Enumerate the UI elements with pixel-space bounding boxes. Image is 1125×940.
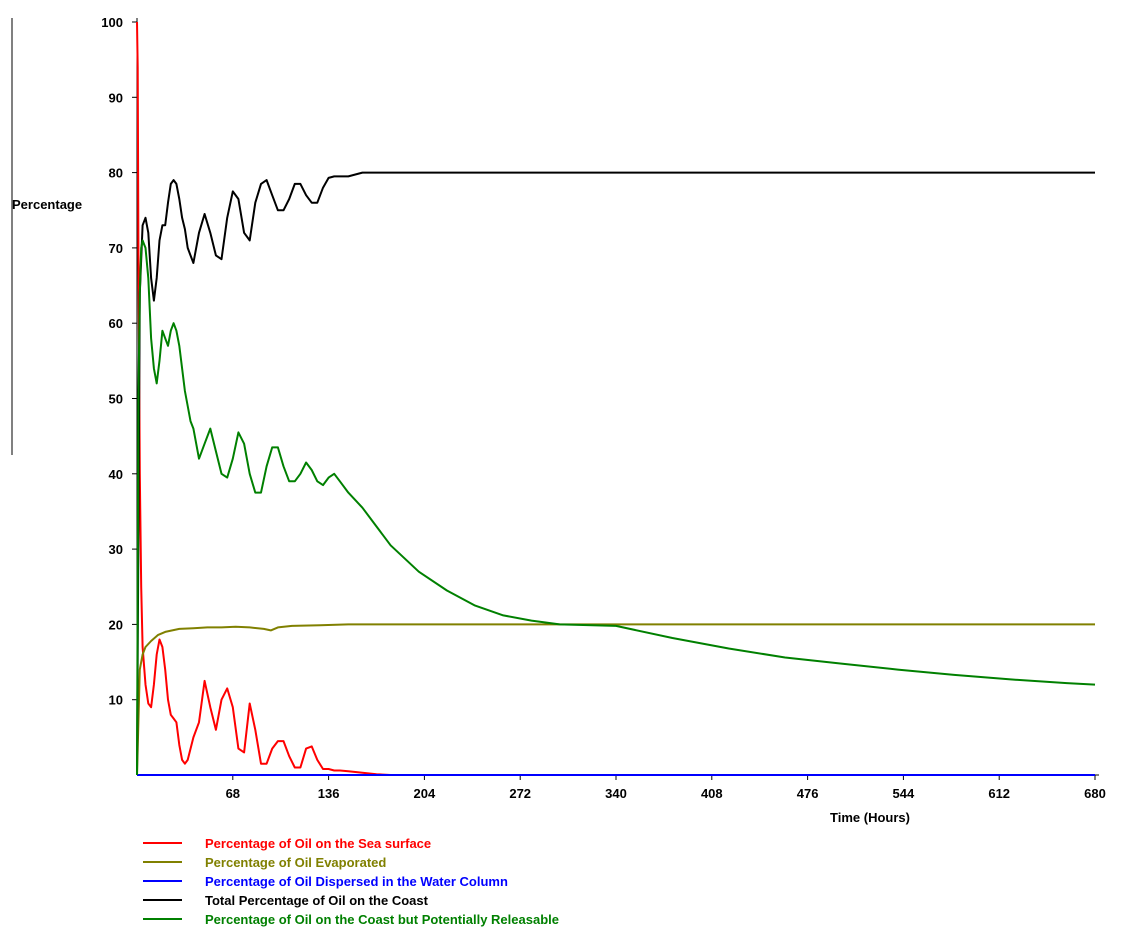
legend-label-total-percentage-of-oil-on-the-coast: Total Percentage of Oil on the Coast [205,893,429,908]
legend-label-percentage-of-oil-on-the-coast-but-potentially-releasable: Percentage of Oil on the Coast but Poten… [205,912,559,927]
series-line-percentage-of-oil-on-the-sea-surface [136,21,1095,776]
y-tick-label: 20 [109,617,123,632]
y-tick-label: 10 [109,693,123,708]
legend: Percentage of Oil on the Sea surface Perc… [143,836,559,927]
y-axis: 10 20 30 40 50 60 70 80 90 100 [101,15,138,775]
x-tick-label: 544 [893,786,915,801]
y-tick-label: 60 [109,316,123,331]
legend-label-percentage-of-oil-on-the-sea-surface: Percentage of Oil on the Sea surface [205,836,431,851]
x-tick-label: 612 [988,786,1010,801]
legend-label-percentage-of-oil-dispersed-in-the-water-column: Percentage of Oil Dispersed in the Water… [205,874,508,889]
y-tick-label: 40 [109,467,123,482]
y-tick-label: 80 [109,166,123,181]
x-tick-label: 408 [701,786,723,801]
x-tick-label: 136 [318,786,340,801]
y-tick-label: 70 [109,241,123,256]
x-axis-title: Time (Hours) [830,810,910,825]
x-tick-label: 680 [1084,786,1106,801]
series-line-total-percentage-of-oil-on-the-coast [136,171,1095,776]
y-tick-label: 100 [101,15,123,30]
y-tick-label: 90 [109,90,123,105]
series-line-percentage-of-oil-on-the-coast-but-potentially-releasable [136,239,1096,776]
x-tick-label: 476 [797,786,819,801]
legend-label-percentage-of-oil-evaporated: Percentage of Oil Evaporated [205,855,386,870]
x-axis: 68 136 204 272 340 408 476 544 612 680 [137,774,1106,801]
x-tick-label: 272 [509,786,531,801]
x-tick-label: 68 [226,786,240,801]
series-group [136,21,1096,776]
y-axis-title: Percentage [12,197,82,212]
y-tick-label: 50 [109,392,123,407]
series-line-percentage-of-oil-evaporated [136,623,1095,776]
x-tick-label: 340 [605,786,627,801]
y-tick-label: 30 [109,542,123,557]
x-tick-label: 204 [414,786,436,801]
